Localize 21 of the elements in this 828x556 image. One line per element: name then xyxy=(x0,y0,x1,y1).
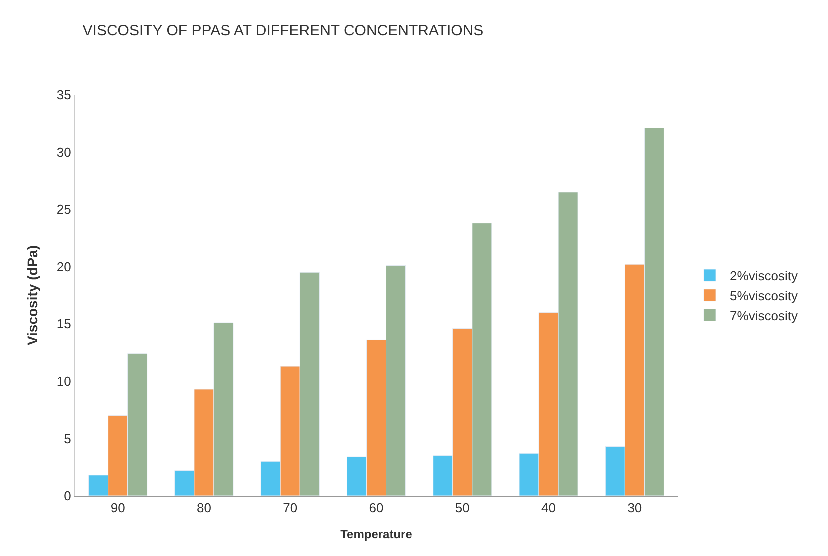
y-axis-title: Viscosity (dPa) xyxy=(24,245,41,346)
y-tick-label: 20 xyxy=(56,259,72,274)
x-tick-label: 90 xyxy=(110,500,126,516)
legend-label: 5%viscosity xyxy=(730,288,798,304)
legend-label: 7%viscosity xyxy=(730,308,798,324)
y-tick-label: 25 xyxy=(56,202,72,218)
y-tick-label: 35 xyxy=(56,88,72,103)
y-tick-label: 10 xyxy=(56,374,72,389)
legend-label: 2%viscosity xyxy=(730,268,798,284)
x-tick-label: 80 xyxy=(196,500,212,516)
x-tick-label: 60 xyxy=(369,500,384,516)
x-tick-label: 50 xyxy=(455,500,470,516)
x-tick-label: 40 xyxy=(542,500,556,516)
x-tick-label: 70 xyxy=(283,500,298,516)
chart-title: VISCOSITY OF PPAS AT DIFFERENT CONCENTRATIONS xyxy=(82,22,484,40)
y-tick-label: 15 xyxy=(56,316,72,332)
y-tick-label: 30 xyxy=(56,144,72,160)
y-tick-label: 5 xyxy=(64,431,72,446)
y-tick-label: 0 xyxy=(64,488,72,504)
x-axis-title: Temperature xyxy=(340,528,413,542)
x-tick-label: 30 xyxy=(628,500,642,516)
